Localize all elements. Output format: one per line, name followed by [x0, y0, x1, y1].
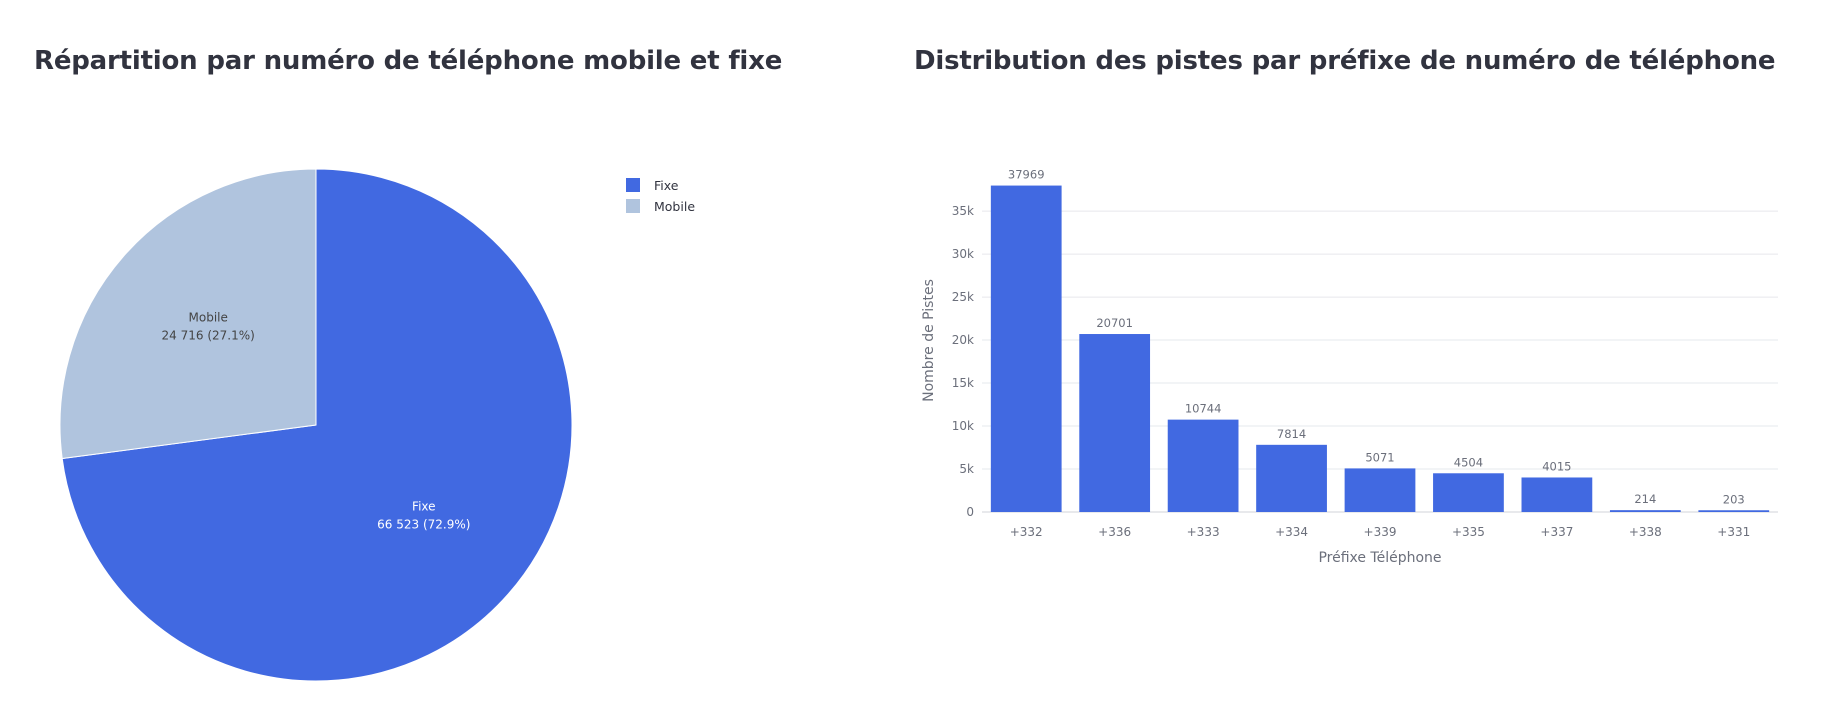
bar-chart-panel: Distribution des pistes par préfixe de n… — [900, 0, 1833, 722]
bar-data-label: 10744 — [1185, 402, 1222, 416]
x-tick-label: +333 — [1187, 525, 1220, 539]
bar-+336[interactable] — [1079, 334, 1151, 512]
pie-slice-label: Mobile — [189, 310, 228, 324]
y-tick-label: 30k — [952, 247, 974, 261]
legend-swatch-mobile — [626, 199, 640, 213]
y-tick-label: 5k — [959, 462, 974, 476]
y-tick-label: 15k — [952, 376, 974, 390]
bar-data-label: 5071 — [1365, 450, 1394, 464]
x-tick-label: +332 — [1010, 525, 1043, 539]
bar-+339[interactable] — [1344, 468, 1416, 512]
bar-data-label: 20701 — [1096, 316, 1133, 330]
bar-chart: 0 5k 10k 15k 20k 25k 30k 35k 37969 +332 20701 +336 1… — [921, 168, 1778, 566]
bar-data-label: 7814 — [1277, 427, 1306, 441]
y-tick-label: 35k — [952, 204, 974, 218]
y-tick-label: 0 — [966, 505, 974, 519]
x-tick-label: +337 — [1540, 525, 1573, 539]
y-axis-title: Nombre de Pistes — [921, 279, 937, 402]
bar-data-label: 4504 — [1454, 455, 1483, 469]
legend-label-fixe[interactable]: Fixe — [654, 178, 679, 193]
pie-slice-fixe[interactable] — [61, 168, 573, 682]
bar-+331[interactable] — [1698, 510, 1770, 512]
bar-+333[interactable] — [1167, 419, 1239, 512]
bar-+334[interactable] — [1256, 444, 1327, 512]
bar-+337[interactable] — [1521, 477, 1593, 512]
bar-data-label: 37969 — [1008, 168, 1045, 182]
pie-slice-label: Fixe — [412, 500, 435, 514]
pie-chart: Fixe 66 523 (72.9%) Mobile 24 716 (27.1%) Fi… — [59, 168, 695, 682]
bar-data-label: 214 — [1634, 492, 1656, 506]
x-tick-label: +339 — [1364, 525, 1397, 539]
legend-label-mobile[interactable]: Mobile — [654, 199, 695, 214]
y-tick-label: 10k — [952, 419, 974, 433]
pie-slice-value: 24 716 (27.1%) — [162, 328, 255, 342]
x-axis-title: Préfixe Téléphone — [1318, 550, 1441, 566]
x-tick-label: +336 — [1098, 525, 1131, 539]
bar-chart-title: Distribution des pistes par préfixe de n… — [914, 46, 1776, 76]
y-tick-label: 25k — [952, 290, 974, 304]
x-tick-label: +335 — [1452, 525, 1485, 539]
pie-slice-mobile[interactable] — [59, 168, 317, 460]
bar-+335[interactable] — [1433, 473, 1504, 512]
pie-slice-value: 66 523 (72.9%) — [377, 518, 470, 532]
pie-chart-title: Répartition par numéro de téléphone mobi… — [34, 46, 783, 76]
x-tick-label: +331 — [1717, 525, 1750, 539]
legend-swatch-fixe — [626, 178, 640, 192]
bar-data-label: 4015 — [1542, 459, 1571, 473]
pie-chart-panel: Répartition par numéro de téléphone mobi… — [0, 0, 900, 722]
x-tick-label: +338 — [1629, 525, 1662, 539]
bar-+338[interactable] — [1609, 510, 1681, 512]
y-tick-label: 20k — [952, 333, 974, 347]
bar-+332[interactable] — [990, 185, 1062, 512]
bar-data-label: 203 — [1723, 492, 1745, 506]
x-tick-label: +334 — [1275, 525, 1308, 539]
